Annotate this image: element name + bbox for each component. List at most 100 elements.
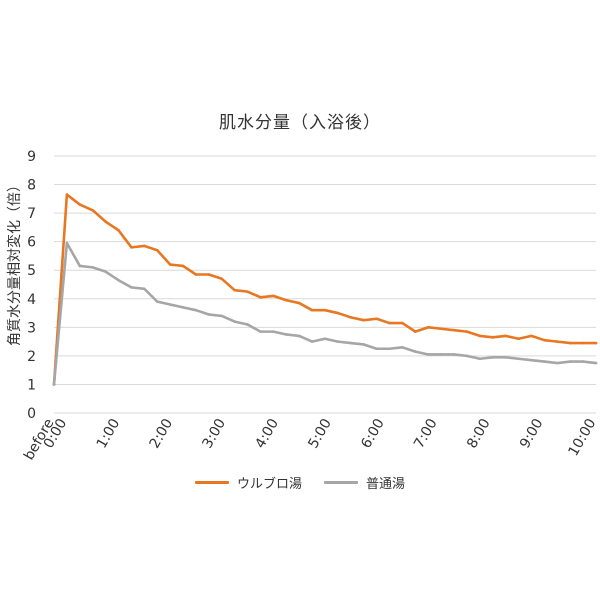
x-tick-label: 1:00 <box>94 416 124 451</box>
data-point <box>530 334 533 338</box>
data-point <box>491 336 495 339</box>
data-point <box>401 321 404 325</box>
data-point <box>65 193 69 196</box>
data-point <box>52 383 56 386</box>
data-point <box>91 208 95 212</box>
data-point <box>543 360 546 363</box>
data-point <box>181 306 185 309</box>
data-point <box>452 328 456 332</box>
data-point <box>594 341 598 345</box>
data-point <box>401 346 404 349</box>
y-tick-label: 3 <box>27 320 36 336</box>
y-tick-label: 4 <box>27 292 36 308</box>
x-tick-label: 10:00 <box>565 416 599 459</box>
x-tick-label: 6:00 <box>358 416 388 451</box>
data-point <box>543 338 546 342</box>
data-point <box>220 277 224 281</box>
data-point <box>555 340 559 343</box>
data-point <box>220 314 224 318</box>
data-point <box>168 303 172 306</box>
data-point <box>452 353 456 356</box>
data-point <box>297 301 301 305</box>
y-tick-label: 2 <box>27 349 36 365</box>
data-point <box>297 334 301 338</box>
data-point <box>272 294 275 298</box>
data-point <box>323 308 327 312</box>
data-point <box>375 317 378 321</box>
data-point <box>181 264 185 268</box>
data-point <box>517 357 520 361</box>
data-point <box>336 340 340 343</box>
data-point <box>581 341 585 345</box>
data-point <box>323 337 327 341</box>
data-point <box>414 330 417 333</box>
data-point <box>130 246 133 249</box>
y-tick-label: 9 <box>27 149 36 165</box>
x-tick-label: 9:00 <box>517 416 547 451</box>
data-point <box>91 266 95 269</box>
data-point <box>439 327 443 331</box>
data-point <box>65 241 69 245</box>
data-point <box>78 203 82 206</box>
x-tick-label: 3:00 <box>200 416 230 451</box>
x-tick-label: 8:00 <box>464 416 494 451</box>
data-point <box>504 334 507 338</box>
x-tick-label: 5:00 <box>305 416 335 451</box>
data-point <box>568 360 572 363</box>
data-point <box>207 313 211 316</box>
data-point <box>517 337 520 341</box>
data-point <box>284 333 288 336</box>
data-point <box>272 330 275 333</box>
series-lines <box>52 193 598 386</box>
data-point <box>143 287 146 291</box>
data-point <box>388 321 391 325</box>
data-point <box>155 248 159 252</box>
data-point <box>349 341 353 345</box>
series-2 <box>52 241 598 386</box>
x-tick-label: 7:00 <box>411 416 441 451</box>
data-point <box>362 318 366 322</box>
data-point <box>375 347 378 351</box>
data-point <box>426 353 430 356</box>
data-point <box>594 361 598 365</box>
y-tick-label: 1 <box>27 377 36 393</box>
data-point <box>246 323 249 326</box>
y-tick-label: 8 <box>27 178 36 194</box>
y-tick-label: 7 <box>27 206 36 222</box>
data-point <box>143 244 146 248</box>
data-point <box>194 308 198 312</box>
data-point <box>117 278 120 282</box>
legend-label-series-2: 普通湯 <box>366 476 406 492</box>
data-point <box>426 326 430 329</box>
data-point <box>504 356 507 359</box>
series-line <box>52 241 598 386</box>
data-point <box>168 263 172 266</box>
data-point <box>259 330 262 333</box>
data-point <box>233 288 236 292</box>
y-tick-label: 6 <box>27 235 36 251</box>
data-point <box>491 356 495 359</box>
y-tick-labels: 0 1 2 3 4 5 6 7 8 9 <box>27 149 36 422</box>
data-point <box>194 273 198 276</box>
y-tick-label: 0 <box>27 406 36 422</box>
data-point <box>465 354 469 358</box>
data-point <box>246 290 249 293</box>
data-point <box>362 343 366 346</box>
grid-lines <box>54 155 596 414</box>
chart-title: 肌水分量（入浴後） <box>219 113 381 133</box>
legend-label-series-1: ウルブロ湯 <box>236 476 302 492</box>
series-1 <box>52 193 598 386</box>
y-tick-label: 5 <box>27 263 36 279</box>
legend-swatch-series-1 <box>194 480 229 484</box>
data-point <box>233 320 236 323</box>
data-point <box>78 264 82 268</box>
data-point <box>310 308 314 312</box>
data-point <box>155 300 159 303</box>
data-point <box>478 357 482 361</box>
x-tick-label: 2:00 <box>147 416 177 451</box>
data-point <box>568 341 572 345</box>
data-point <box>530 358 533 362</box>
data-point <box>388 347 391 351</box>
